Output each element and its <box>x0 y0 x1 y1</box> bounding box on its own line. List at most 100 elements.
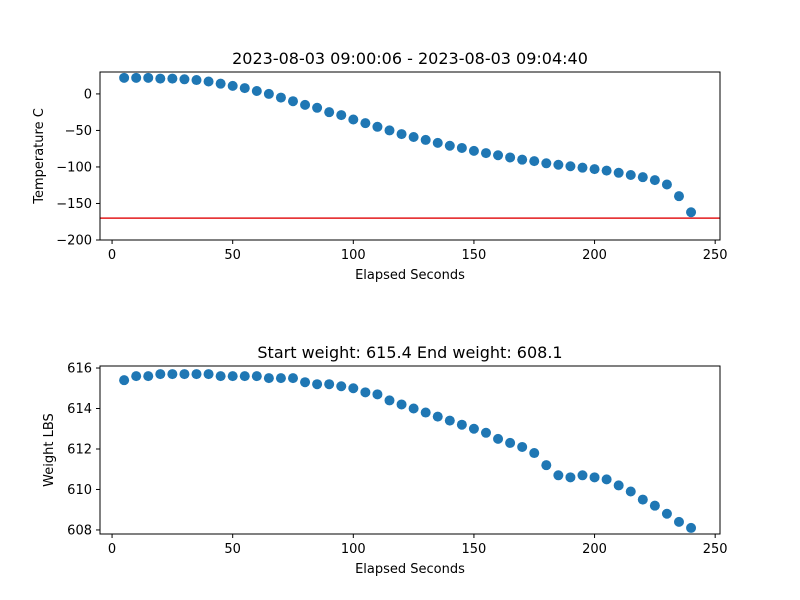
data-point <box>300 99 311 110</box>
data-point <box>396 399 407 410</box>
data-point <box>119 375 130 386</box>
data-point <box>336 381 347 392</box>
data-point <box>336 110 347 121</box>
x-tick-label: 50 <box>224 542 241 557</box>
data-point <box>432 137 443 148</box>
data-point <box>468 145 479 156</box>
data-point <box>203 76 214 87</box>
data-point <box>384 125 395 136</box>
x-tick-label: 250 <box>703 542 728 557</box>
x-axis-label: Elapsed Seconds <box>355 562 465 577</box>
data-point <box>493 433 504 444</box>
data-point <box>239 83 250 94</box>
data-point <box>372 121 383 132</box>
data-point <box>227 371 238 382</box>
data-point <box>287 373 298 384</box>
data-point <box>143 371 154 382</box>
y-tick-label: 614 <box>67 402 92 417</box>
data-point <box>179 369 190 380</box>
data-point <box>360 387 371 398</box>
y-tick-label: −150 <box>56 197 92 212</box>
data-point <box>287 96 298 107</box>
data-point <box>300 377 311 388</box>
data-point <box>589 164 600 175</box>
data-point <box>637 172 648 183</box>
temperature-chart: 2023-08-03 09:00:06 - 2023-08-03 09:04:4… <box>32 49 728 283</box>
data-point <box>143 72 154 83</box>
y-tick-label: 608 <box>67 523 92 538</box>
data-point <box>131 72 142 83</box>
data-point <box>601 165 612 176</box>
data-point <box>541 460 552 471</box>
x-tick-label: 200 <box>582 248 607 263</box>
data-point <box>155 73 166 84</box>
x-tick-label: 250 <box>703 248 728 263</box>
x-tick-label: 150 <box>462 542 487 557</box>
axes-frame <box>99 71 721 241</box>
data-point <box>432 411 443 422</box>
axes-frame <box>99 365 721 535</box>
data-point <box>348 114 359 125</box>
data-point <box>444 415 455 426</box>
data-point <box>372 389 383 400</box>
data-point <box>649 500 660 511</box>
data-point <box>553 159 564 170</box>
data-point <box>420 407 431 418</box>
data-point <box>263 373 274 384</box>
data-point <box>529 156 540 167</box>
data-point <box>131 371 142 382</box>
data-point <box>661 179 672 190</box>
data-point <box>191 75 202 86</box>
data-point <box>686 522 697 533</box>
data-point <box>529 448 540 459</box>
data-point <box>625 169 636 180</box>
y-tick-label: −200 <box>56 234 92 249</box>
data-point <box>673 516 684 527</box>
data-point <box>167 369 178 380</box>
data-point <box>215 78 226 89</box>
x-axis-label: Elapsed Seconds <box>355 268 465 283</box>
y-tick-label: −50 <box>65 124 92 139</box>
data-point <box>444 140 455 151</box>
x-tick-label: 100 <box>341 248 366 263</box>
data-point <box>661 508 672 519</box>
y-tick-label: 0 <box>84 87 92 102</box>
data-point <box>553 470 564 481</box>
data-point <box>251 85 262 96</box>
y-axis-label: Temperature C <box>32 108 47 205</box>
data-point <box>505 437 516 448</box>
data-point <box>577 162 588 173</box>
data-point <box>384 395 395 406</box>
data-point <box>155 369 166 380</box>
y-tick-label: 612 <box>67 442 92 457</box>
data-point <box>456 142 467 153</box>
data-point <box>324 107 335 118</box>
data-point <box>565 161 576 172</box>
data-point <box>649 175 660 186</box>
data-point <box>215 371 226 382</box>
data-point <box>637 494 648 505</box>
data-point <box>312 379 323 390</box>
data-point <box>589 472 600 483</box>
data-point <box>324 379 335 390</box>
y-axis-label: Weight LBS <box>42 413 57 487</box>
chart-title: Start weight: 615.4 End weight: 608.1 <box>257 343 562 362</box>
data-point <box>505 152 516 163</box>
data-point <box>203 369 214 380</box>
data-point <box>263 88 274 99</box>
data-point <box>673 191 684 202</box>
data-point <box>517 154 528 165</box>
data-point <box>493 150 504 161</box>
x-tick-label: 150 <box>462 248 487 263</box>
x-tick-label: 50 <box>224 248 241 263</box>
x-tick-label: 100 <box>341 542 366 557</box>
x-tick-label: 200 <box>582 542 607 557</box>
data-point <box>565 472 576 483</box>
data-point <box>408 132 419 143</box>
data-point <box>348 383 359 394</box>
data-point <box>251 371 262 382</box>
data-point <box>312 102 323 113</box>
y-tick-label: 616 <box>67 362 92 377</box>
data-point <box>625 486 636 497</box>
